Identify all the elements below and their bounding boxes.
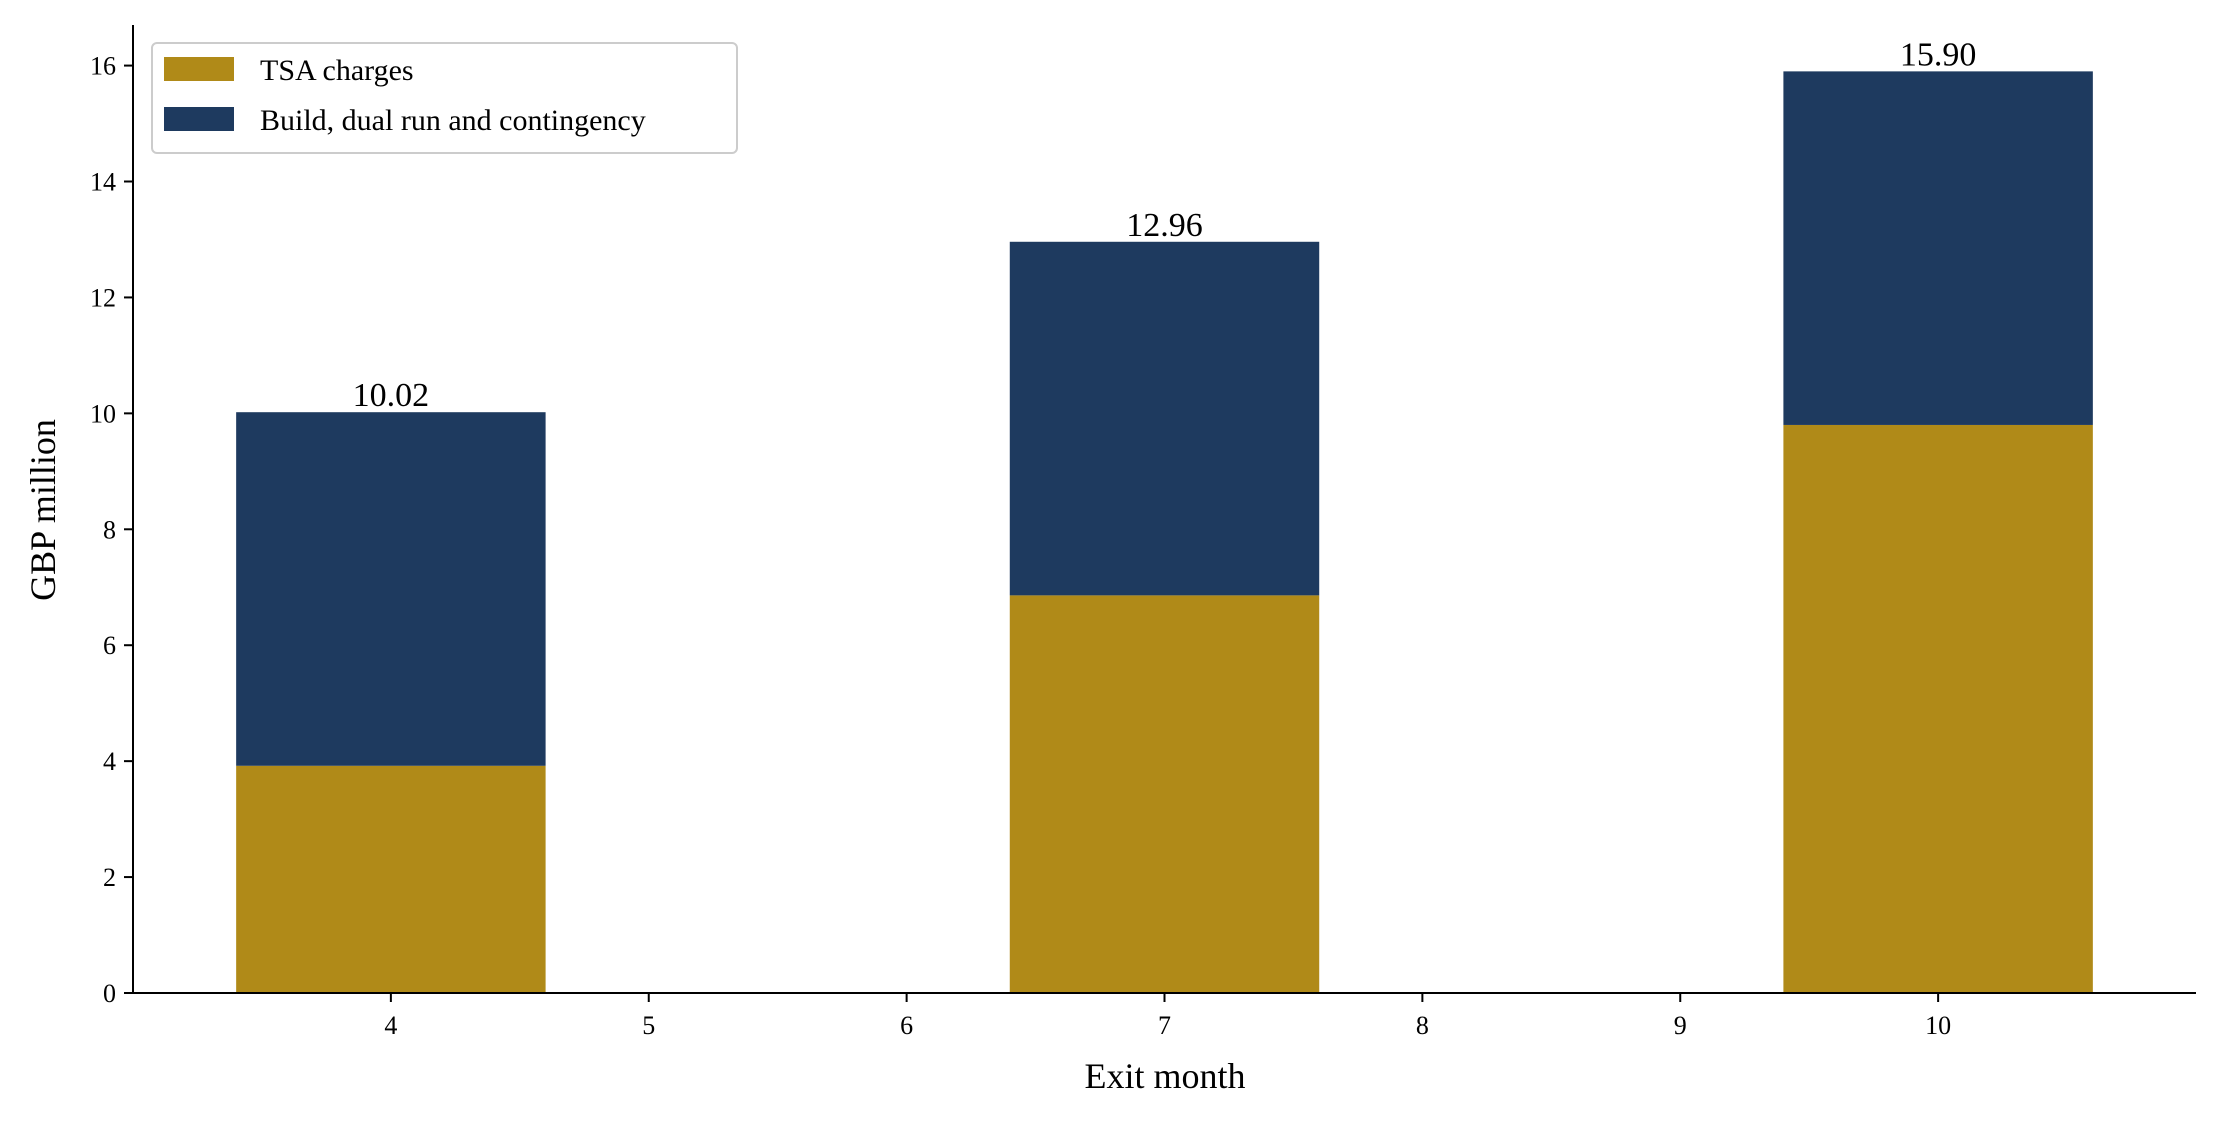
legend: TSA charges Build, dual run and continge…	[151, 42, 738, 154]
legend-label-build: Build, dual run and contingency	[260, 104, 646, 137]
legend-swatch-build	[164, 107, 234, 131]
y-tick-label: 12	[90, 283, 116, 312]
y-tick-label: 10	[90, 399, 116, 428]
y-tick-label: 2	[103, 863, 116, 892]
y-tick-label: 8	[103, 515, 116, 544]
total-labels-group: 10.02 12.96 15.90	[353, 36, 1977, 414]
x-tick-label: 8	[1416, 1011, 1429, 1040]
x-tick-label: 5	[642, 1011, 655, 1040]
x-tick-label: 10	[1925, 1011, 1951, 1040]
legend-frame	[151, 42, 738, 154]
x-tick-label: 4	[384, 1011, 397, 1040]
bar-segment-0-x4	[236, 765, 546, 993]
y-tick-label: 4	[103, 747, 116, 776]
y-axis-title: GBP million	[23, 419, 63, 601]
total-label: 15.90	[1900, 36, 1977, 73]
total-label: 12.96	[1126, 207, 1203, 244]
x-tick-label: 9	[1674, 1011, 1687, 1040]
y-tick-label: 14	[90, 168, 116, 197]
y-tick-label: 16	[90, 52, 116, 81]
total-label: 10.02	[353, 377, 430, 414]
bar-segment-1-x4	[236, 412, 546, 766]
bars-group	[236, 71, 2093, 993]
axes-group: 0 2 4 6 8 10 12 14 16 4 5 6 7 8 9 10	[90, 25, 2196, 1040]
legend-label-tsa: TSA charges	[260, 54, 414, 87]
bar-segment-1-x10	[1783, 71, 2093, 425]
bar-segment-0-x10	[1783, 424, 2093, 993]
bar-segment-0-x7	[1009, 595, 1320, 993]
legend-swatch-tsa	[164, 57, 234, 81]
x-tick-label: 6	[900, 1011, 913, 1040]
x-axis-title: Exit month	[1085, 1056, 1246, 1096]
y-tick-label: 0	[103, 979, 116, 1008]
x-tick-label: 7	[1158, 1011, 1171, 1040]
y-tick-label: 6	[103, 631, 116, 660]
bar-segment-1-x7	[1009, 241, 1320, 596]
